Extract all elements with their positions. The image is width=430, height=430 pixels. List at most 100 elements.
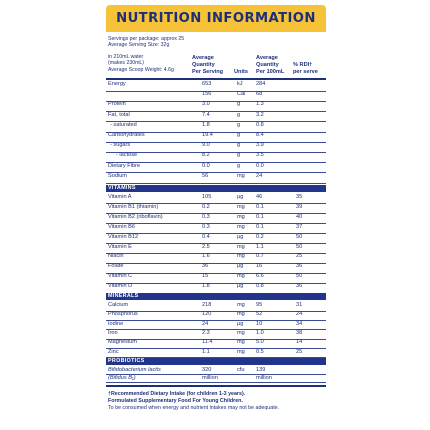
cell-rdi: 24 [296,311,303,318]
cell-rdi: 36 [296,283,303,290]
cell-v1: 320 [202,367,212,373]
header-per-100ml-2: Quantity [256,62,279,68]
cell-name: Protein [108,101,126,108]
header-per-100ml-3: Per 100mL [256,69,285,75]
cell-v2: 0.0 [256,162,264,169]
cell-rdi: 37 [296,223,303,230]
cell-v2: 0.8 [256,283,264,290]
cell-u: µg [237,320,244,327]
nutrient-row: Sodium 56 mg 24 [106,173,326,180]
probiotic-row: Bifidobacterium lactis 320 cfu 139 [106,367,326,374]
cell-v2: 0.8 [256,121,264,128]
cell-v2: 139 [256,367,266,373]
cell-rdi: 38 [296,329,303,336]
row-divider [106,320,326,322]
cell-name: Vitamin C [108,273,133,280]
servings-per-package: Servings per package: approx 25 [108,36,185,42]
section-vitamins-label: VITAMINS [108,185,136,191]
cell-v1: 2.3 [202,329,210,336]
cell-name: Niacin [108,253,124,260]
cell-name: Iodine [108,320,124,327]
cell-u: mg [237,203,245,210]
cell-v2: 52 [256,311,263,318]
cell-u: kJ [237,81,243,87]
cell-v1: 0.2 [202,203,210,210]
cell-v1: 653 [202,81,212,87]
cell-u: g [237,111,241,118]
cell-v2: 0.2 [256,233,264,240]
cell-u: µg [237,233,244,240]
cell-u: g [237,101,241,108]
cell-name: Vitamin E [108,243,132,250]
row-divider [106,162,326,164]
footnote-consumption: To be consumed when energy and nutrient … [108,405,280,411]
vitamin-row: Folate 36 µg 16 36 [106,263,326,270]
cell-v1: 36 [202,263,209,270]
nutrient-row: - saturated 1.8 g 0.8 [106,122,326,129]
cell-v2: 5.0 [256,339,264,346]
cell-v2: 16 [256,263,263,270]
serving-size: Average Serving Size: 32g [108,42,170,48]
cell-v2: 95 [256,302,263,308]
cell-v2: 1.0 [256,329,264,336]
row-divider [106,182,326,184]
cell-u: g [237,121,241,128]
row-divider [106,357,326,359]
cell-v1: 3.0 [202,101,210,108]
cell-rdi: 25 [296,253,303,260]
header-rdi-sub: per serve [293,69,318,75]
cell-v1: 218 [202,302,212,308]
nutrient-row: - lactose 8.2 g 3.5 [106,152,326,159]
cell-name: Dietary Fibre [108,162,141,169]
cell-u: mg [237,311,245,318]
mineral-row: Magnesium 11.4 mg 5.0 14 [106,339,326,346]
row-divider [106,131,326,133]
nutrient-row: Carbohydrates 19.4 g 8.4 [106,132,326,139]
cell-v2: 0.1 [256,203,264,210]
section-vitamins: VITAMINS [106,185,326,192]
cell-u: mg [237,339,245,346]
cell-v1: 1.8 [202,121,210,128]
vitamin-row: Vitamin A 105 µg 46 35 [106,194,326,201]
cell-v1: 0.4 [202,233,210,240]
cell-u: mg [237,302,245,308]
nutrition-panel: NUTRITION INFORMATION Servings per packa… [106,5,326,425]
cell-name: - saturated [110,121,137,128]
header-per-serving-2: Quantity [192,62,215,68]
cell-v1: 156 [202,91,212,98]
cell-rdi: 25 [296,348,303,355]
header-rule [106,78,326,80]
title-bar: NUTRITION INFORMATION [106,5,326,32]
serving-water: in 210mL water [108,54,144,60]
row-divider [106,310,326,312]
cell-v1: 1.1 [202,348,210,355]
cell-u: µg [237,194,244,200]
cell-v2: 24 [256,172,263,179]
row-divider [106,121,326,123]
cell-u: µg [237,283,244,290]
cell-name: Calcium [108,302,129,308]
row-divider [106,213,326,215]
cell-v1: 120 [202,311,212,318]
header-rdi: % RDI† [293,62,313,68]
cell-name: Sodium [108,172,127,179]
vitamin-row: Vitamin D 1.8 µg 0.8 36 [106,283,326,290]
cell-u: g [237,132,241,138]
cell-name: Vitamin B12 [108,233,139,240]
cell-name: Magnesium [108,339,137,346]
row-divider [106,233,326,235]
vitamin-row: Vitamin B12 0.4 µg 0.2 50 [106,234,326,241]
row-divider [106,100,326,102]
vitamin-row: Vitamin B1 (thiamin) 0.2 mg 0.1 39 [106,204,326,211]
cell-v1: 0.0 [202,162,210,169]
row-divider [106,272,326,274]
cell-u: cfu [237,367,245,373]
cell-u: Cal [237,91,246,98]
row-divider [106,252,326,254]
nutrient-row: 156 Cal 68 [106,91,326,98]
vitamin-row: Niacin 1.6 mg 0.7 25 [106,253,326,260]
cell-u: µg [237,263,244,270]
cell-v2: 68 [256,91,263,98]
nutrient-row: Protein 3.0 g 1.3 [106,101,326,108]
cell-rdi: 40 [296,213,303,220]
